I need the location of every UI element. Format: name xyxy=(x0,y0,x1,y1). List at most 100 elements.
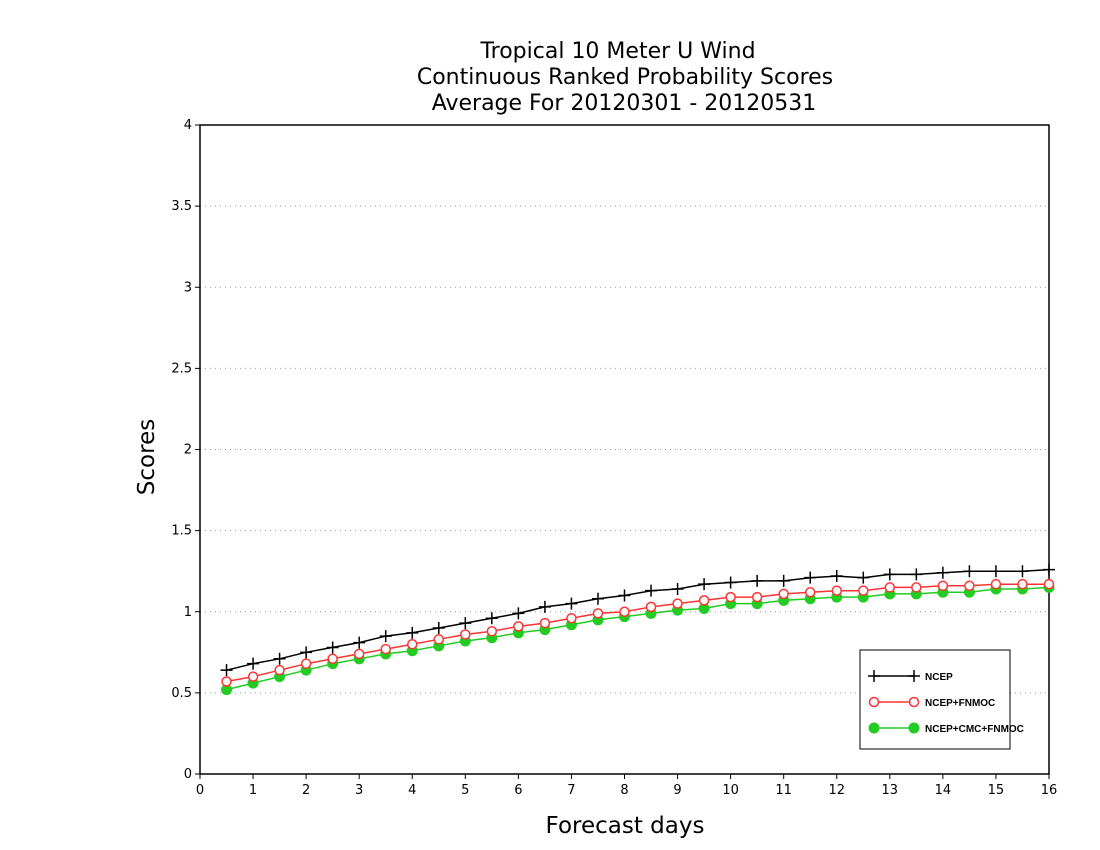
y-tick-label: 2.5 xyxy=(171,361,192,376)
data-point-ncep-fnmoc xyxy=(407,638,418,650)
data-point-ncep xyxy=(830,570,843,583)
data-point-ncep xyxy=(538,600,551,613)
data-point-ncep-fnmoc xyxy=(274,664,285,676)
data-point-ncep xyxy=(777,574,790,587)
legend-marker xyxy=(868,722,880,734)
data-point-ncep xyxy=(698,578,711,591)
data-point-ncep-fnmoc xyxy=(937,580,949,592)
y-tick-label: 4 xyxy=(184,118,192,133)
y-tick-label: 0 xyxy=(184,767,192,782)
x-tick-label: 7 xyxy=(567,783,575,798)
data-point-ncep xyxy=(883,568,896,581)
chart-title-line-3: Average For 20120301 - 20120531 xyxy=(432,91,817,116)
x-tick-label: 2 xyxy=(302,783,310,798)
data-point-ncep-fnmoc xyxy=(221,676,232,687)
legend-marker xyxy=(868,696,880,708)
legend-marker xyxy=(908,670,920,682)
x-tick-label: 9 xyxy=(673,783,681,798)
x-tick-label: 5 xyxy=(461,783,469,798)
legend-marker xyxy=(908,696,920,708)
data-point-ncep xyxy=(432,621,445,634)
data-series xyxy=(220,563,1055,696)
chart-title-line-2: Continuous Ranked Probability Scores xyxy=(417,65,833,90)
data-point-ncep-fnmoc xyxy=(804,587,816,598)
x-tick-label: 8 xyxy=(620,783,628,798)
data-point-ncep xyxy=(989,565,1002,578)
x-tick-label: 1 xyxy=(249,783,257,798)
data-point-ncep-fnmoc xyxy=(1043,578,1055,590)
y-tick-label: 2 xyxy=(184,443,192,458)
data-point-ncep xyxy=(247,657,260,670)
legend-item-ncep-fnmoc: NCEP+FNMOC xyxy=(868,696,995,709)
data-point-ncep xyxy=(591,592,604,605)
data-point-ncep xyxy=(379,630,392,643)
data-point-ncep-fnmoc xyxy=(698,595,710,606)
data-point-ncep xyxy=(512,607,525,620)
x-tick-label: 10 xyxy=(722,783,739,798)
data-point-ncep-fnmoc xyxy=(460,629,471,640)
legend-label: NCEP xyxy=(925,672,953,683)
data-point-ncep-fnmoc xyxy=(884,582,896,593)
data-point-ncep xyxy=(724,576,737,589)
data-point-ncep xyxy=(565,597,578,610)
chart-title: Tropical 10 Meter U Wind Continuous Rank… xyxy=(417,39,833,116)
legend: NCEP NCEP+FNMOC NCEP+CMC+FNMOC xyxy=(859,649,1024,750)
series-ncep-fnmoc xyxy=(221,578,1055,687)
data-point-ncep xyxy=(936,566,949,579)
data-point-ncep xyxy=(459,617,472,630)
legend-item-ncep: NCEP xyxy=(868,670,953,683)
x-tick-label: 11 xyxy=(775,783,792,798)
data-point-ncep xyxy=(963,565,976,578)
x-tick-label: 12 xyxy=(828,783,845,798)
data-point-ncep-fnmoc xyxy=(380,643,391,655)
data-point-ncep-fnmoc xyxy=(725,591,736,603)
y-tick-label: 1 xyxy=(184,605,192,620)
y-tick-label: 1.5 xyxy=(171,524,192,539)
data-point-ncep-fnmoc xyxy=(539,617,551,629)
x-tick-label: 6 xyxy=(514,783,522,798)
legend-box xyxy=(859,649,1011,750)
x-axis-title: Forecast days xyxy=(546,813,705,839)
data-point-ncep xyxy=(406,626,419,639)
data-point-ncep-fnmoc xyxy=(911,582,922,593)
data-point-ncep-fnmoc xyxy=(486,625,498,637)
x-tick-label: 13 xyxy=(882,783,899,798)
legend-label: NCEP+FNMOC xyxy=(925,698,995,709)
data-point-ncep xyxy=(485,612,498,625)
series-ncep xyxy=(220,563,1055,677)
data-point-ncep-fnmoc xyxy=(990,578,1002,590)
data-point-ncep-fnmoc xyxy=(513,621,524,632)
data-point-ncep xyxy=(910,568,923,581)
data-point-ncep xyxy=(751,574,764,587)
data-point-ncep-fnmoc xyxy=(1017,578,1028,590)
x-tick-label: 14 xyxy=(935,783,952,798)
data-point-ncep-fnmoc xyxy=(353,648,365,660)
data-point-ncep xyxy=(220,664,233,677)
x-tick-label: 15 xyxy=(988,783,1005,798)
data-point-ncep-fnmoc xyxy=(964,580,975,592)
data-point-ncep xyxy=(857,571,870,584)
data-point-ncep xyxy=(353,636,366,649)
data-point-ncep-fnmoc xyxy=(619,606,630,617)
chart-title-line-1: Tropical 10 Meter U Wind xyxy=(479,39,755,64)
data-point-ncep-fnmoc xyxy=(672,598,683,609)
y-tick-label: 3.5 xyxy=(171,199,192,214)
axis-ticks: 00.511.522.533.540 1 2 3 4 5 6 7 8 9 10 11 12 13 14 15 1… xyxy=(171,118,1057,798)
legend-entries: NCEP NCEP+FNMOC NCEP+CMC+FNMOC xyxy=(868,670,1024,735)
data-point-ncep-fnmoc xyxy=(858,585,869,596)
x-tick-label: 0 xyxy=(196,783,204,798)
data-point-ncep-fnmoc xyxy=(433,634,445,645)
legend-label: NCEP+CMC+FNMOC xyxy=(925,724,1024,735)
data-point-ncep-fnmoc xyxy=(831,585,842,596)
data-point-ncep-fnmoc xyxy=(247,671,259,682)
data-point-ncep xyxy=(273,652,286,665)
data-point-ncep xyxy=(1043,563,1055,576)
x-tick-label: 4 xyxy=(408,783,416,798)
data-point-ncep xyxy=(618,589,631,602)
legend-marker xyxy=(868,670,880,682)
y-tick-label: 3 xyxy=(184,280,192,295)
data-point-ncep-fnmoc xyxy=(751,591,763,603)
data-point-ncep-fnmoc xyxy=(592,608,604,619)
data-point-ncep xyxy=(1016,565,1029,578)
